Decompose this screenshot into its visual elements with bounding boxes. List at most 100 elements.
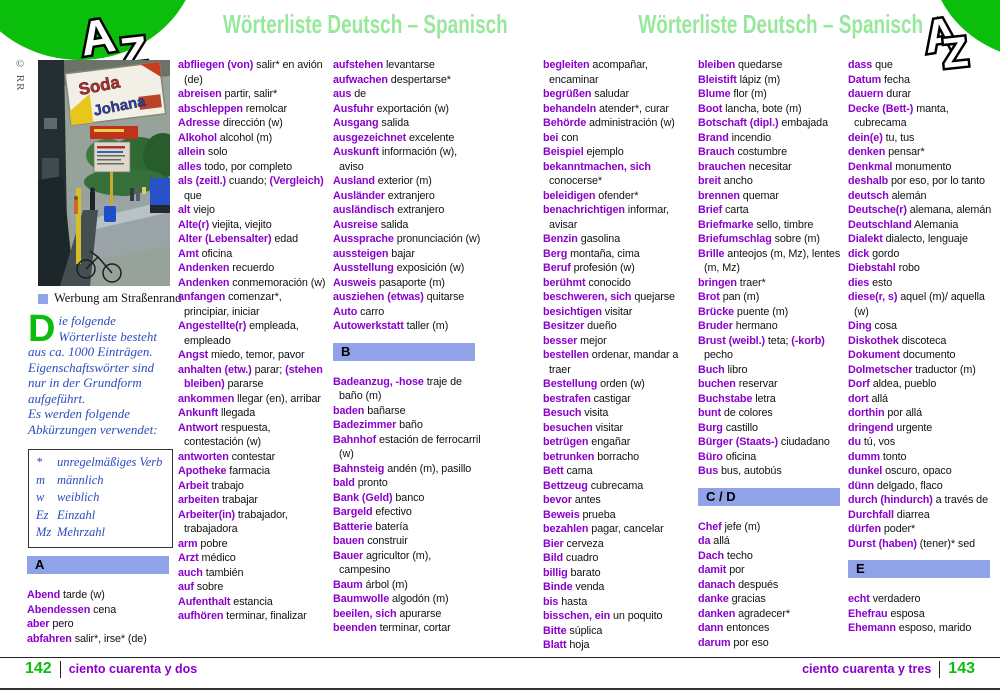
dictionary-entry: dringend urgente [848,421,1000,436]
dictionary-entry: Diebstahl robo [848,261,1000,276]
headword-de: Dolmetscher [848,363,913,376]
headword-de: bringen [698,276,737,289]
translation-es: parar; [251,363,283,376]
headword-de: Brot [698,291,720,303]
dictionary-entry: Bettzeug cubrecama [543,479,696,494]
section-header-A: A [27,556,169,574]
headword-de: Bahnsteig [333,462,385,475]
headword-de: alt [178,204,191,216]
dictionary-entry: bis hasta [543,595,696,610]
translation-es: pronunciación (w) [393,233,481,245]
headword-de: Arbeit [178,479,209,492]
headword-de: bis [543,595,559,608]
logo-letter-a: A [920,6,961,63]
headword-de: Bleistift [698,73,737,86]
photo-caption: Werbung am Straßenrand [54,291,182,305]
translation-es: trabajar [219,494,258,506]
translation-es: apurarse [396,607,442,620]
headword-de: Apotheke [178,465,227,477]
dictionary-entry: damit por [698,563,846,578]
dictionary-entry: Ausweis pasaporte (m) [333,276,484,291]
translation-es: dueño [584,320,617,332]
translation-es: taller (m) [403,320,449,332]
translation-es: cuadro [563,552,599,564]
logo-letter-z: Z [940,28,970,72]
dictionary-entry: Alkohol alcohol (m) [178,131,329,146]
dictionary-entry: billig barato [543,566,696,581]
headword-de: Bargeld [333,506,373,518]
dictionary-entry: Brust (weibl.) teta; (-korb) pecho [698,334,846,363]
dictionary-entry: alles todo, por completo [178,160,329,175]
translation-es: alcohol (m) [216,131,273,144]
dictionary-entry: beleidigen ofender* [543,189,696,204]
dictionary-entry: dauern durar [848,87,1000,102]
headword-de: aufstehen [333,59,384,71]
headword-de: bisschen, ein [543,610,611,622]
translation-es: solo [205,146,228,158]
headword-de: Durst (haben) [848,537,917,550]
translation-es: contestar [228,450,276,463]
headword-de: Botschaft (dipl.) [698,117,779,129]
translation-es: traductor (m) [912,363,976,376]
headword-de: Brücke [698,305,735,318]
dictionary-entry: Arbeit trabajo [178,479,329,494]
headword-de: Ehefrau [848,607,888,620]
yellow-pole [76,188,81,264]
dictionary-entry: Brille anteojos (m, Mz), lentes (m, Mz) [698,247,846,276]
translation-es: con [558,131,579,144]
headword-de: Brand [698,131,729,144]
caption-bullet [38,293,48,304]
translation-es: agricultor (m), campesino [339,549,432,577]
translation-es: pronto [354,477,388,489]
headword-de: Datum [848,73,882,86]
headword-de: Beweis [543,508,580,521]
translation-es: llegar (en), arribar [234,392,321,405]
headword-de: Behörde [543,117,587,129]
headword-de: bauen [333,535,365,547]
dictionary-entry: Ausländer extranjero [333,189,484,204]
headword-de: Blume [698,88,731,100]
translation-es: (tener)* sed [916,537,975,550]
translation-es: extranjero [384,189,435,202]
headword-de: Ehemann [848,622,896,634]
translation-es: salida [377,218,409,231]
translation-es: ancho [720,175,753,187]
dictionary-entry: benachrichtigen informar, avisar [543,203,696,232]
dictionary-entry: diese(r, s) aquel (m)/ aquella (w) [848,290,1000,319]
headword-de: ausgezeichnet [333,131,407,144]
dictionary-entry: ausziehen (etwas) quitarse [333,290,484,305]
translation-es: jefe (m) [721,520,761,533]
headword-de: Dokument [848,349,900,361]
legend-row: * unregelmäßiges Verb [36,454,170,472]
translation-es: que [872,59,893,71]
headword-de: ausländisch [333,204,395,216]
translation-es: por allá [884,407,922,419]
dictionary-entry: Batterie batería [333,520,484,535]
translation-es: visitar [601,305,633,318]
translation-es: farmacia [226,465,270,477]
dictionary-entry: Bürger (Staats-) ciudadano [698,435,846,450]
dictionary-entry: Badeanzug, -hose traje de baño (m) [333,375,484,404]
dictionary-entry: Burg castillo [698,421,846,436]
dictionary-entry: dick gordo [848,247,1000,262]
headword-de: anfangen [178,291,226,303]
headword-de: aufhören [178,610,224,622]
legend-abbr: Mz [36,525,52,539]
translation-es: tarde (w) [60,589,105,601]
headword-de: Beruf [543,262,571,274]
dictionary-entry: Bier cerveza [543,537,696,552]
headword-de: Boot [698,102,723,115]
dictionary-entry: Buch libro [698,363,846,378]
dictionary-entry: Aufenthalt estancia [178,595,329,610]
dictionary-entry: bringen traer* [698,276,846,291]
blue-truck [150,178,170,205]
translation-es: poder* [881,523,916,535]
translation-es: agradecer* [735,607,790,620]
headword-de: Buchstabe [698,392,753,405]
headword-de: (Vergleich) [266,175,324,187]
headword-de: dunkel [848,465,883,477]
headword-de: Brille [698,247,725,260]
dictionary-entry: bleiben quedarse [698,58,846,73]
headword-de: arm [178,537,198,550]
dictionary-entry: Apotheke farmacia [178,464,329,479]
